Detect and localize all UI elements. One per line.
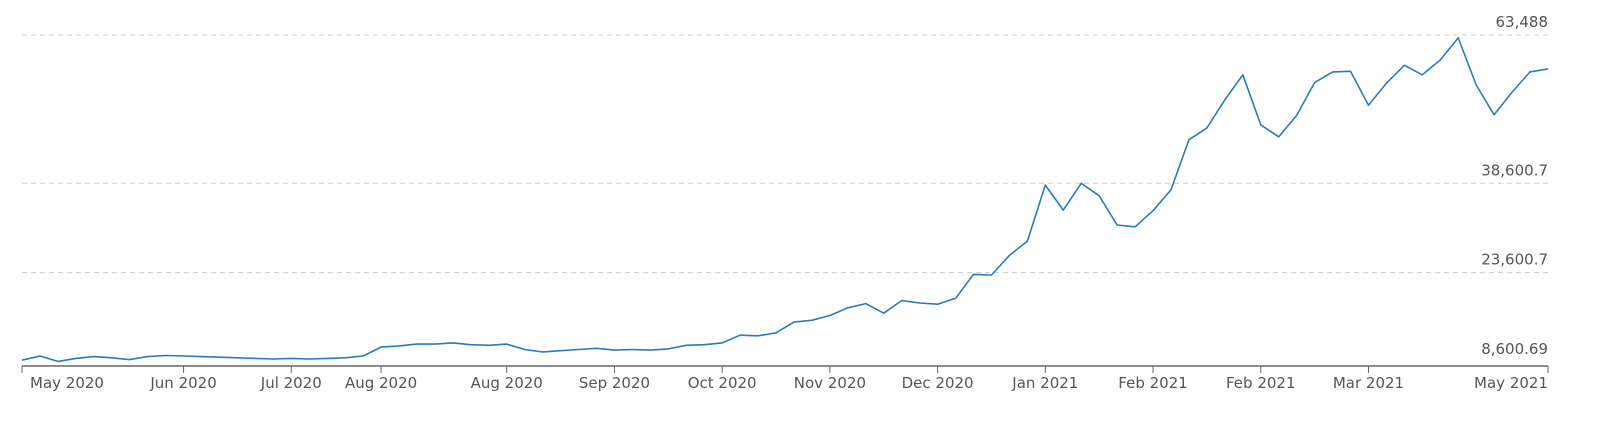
y-tick-label: 8,600.69 <box>1481 340 1548 358</box>
y-tick-label: 63,488 <box>1496 13 1549 31</box>
y-tick-label: 38,600.7 <box>1481 161 1548 179</box>
x-tick-label: Sep 2020 <box>579 374 650 392</box>
x-tick-label: Nov 2020 <box>794 374 866 392</box>
x-tick-label: Oct 2020 <box>688 374 757 392</box>
x-tick-label: Dec 2020 <box>902 374 974 392</box>
x-tick-label: Jun 2020 <box>149 374 216 392</box>
x-tick-label: Jan 2021 <box>1011 374 1078 392</box>
x-tick-label: Feb 2021 <box>1118 374 1188 392</box>
x-tick-label: May 2020 <box>30 374 104 392</box>
x-tick-label: Mar 2021 <box>1333 374 1404 392</box>
x-tick-label: Jul 2020 <box>260 374 322 392</box>
x-tick-label: Aug 2020 <box>471 374 543 392</box>
x-tick-label: Aug 2020 <box>345 374 417 392</box>
x-tick-label: Feb 2021 <box>1226 374 1296 392</box>
price-line <box>21 37 1549 363</box>
x-tick-label: May 2021 <box>1474 374 1548 392</box>
y-tick-label: 23,600.7 <box>1481 251 1548 269</box>
